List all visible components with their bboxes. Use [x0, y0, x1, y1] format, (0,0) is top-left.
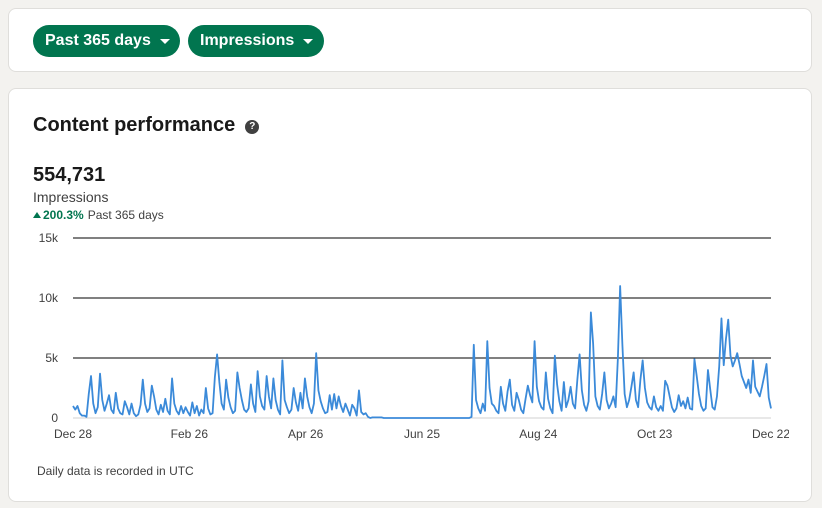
- triangle-up-icon: [33, 212, 41, 218]
- y-tick-label: 0: [51, 411, 58, 425]
- metric-dropdown[interactable]: Impressions: [188, 25, 324, 57]
- x-tick-label: Jun 25: [404, 427, 440, 441]
- question-circle-icon[interactable]: ?: [245, 119, 260, 134]
- caret-down-icon: [303, 39, 314, 44]
- metric-dropdown-label: Impressions: [200, 32, 295, 49]
- change-period: Past 365 days: [87, 208, 164, 222]
- impressions-series-line: [72, 285, 772, 419]
- x-tick-label: Feb 26: [171, 427, 209, 441]
- change-percent: 200.3%: [43, 208, 84, 222]
- y-tick-label: 5k: [45, 351, 59, 365]
- total-impressions: 554,731: [33, 164, 106, 186]
- impressions-line-chart: 0 5k 10k 15k Dec 28 Feb 26 Apr 26 Jun 25 Aug 24 O…: [39, 231, 789, 441]
- caret-down-icon: [159, 39, 170, 44]
- x-tick-label: Apr 26: [288, 427, 324, 441]
- change-indicator: 200.3% Past 365 days: [33, 208, 164, 222]
- card-title: Content performance: [33, 114, 236, 136]
- utc-footnote: Daily data is recorded in UTC: [37, 464, 194, 478]
- filter-bar: Past 365 days Impressions: [8, 8, 812, 72]
- y-tick-label: 15k: [39, 231, 59, 245]
- content-performance-card: Content performance ? 554,731 Impression…: [8, 88, 812, 502]
- metric-label: Impressions: [33, 189, 109, 205]
- date-range-dropdown[interactable]: Past 365 days: [33, 25, 180, 57]
- x-tick-label: Aug 24: [519, 427, 557, 441]
- x-tick-label: Dec 22: [752, 427, 789, 441]
- card-header: Content performance ?: [33, 114, 260, 137]
- x-tick-label: Dec 28: [54, 427, 92, 441]
- y-tick-label: 10k: [39, 291, 59, 305]
- x-tick-label: Oct 23: [637, 427, 673, 441]
- date-range-label: Past 365 days: [45, 32, 151, 49]
